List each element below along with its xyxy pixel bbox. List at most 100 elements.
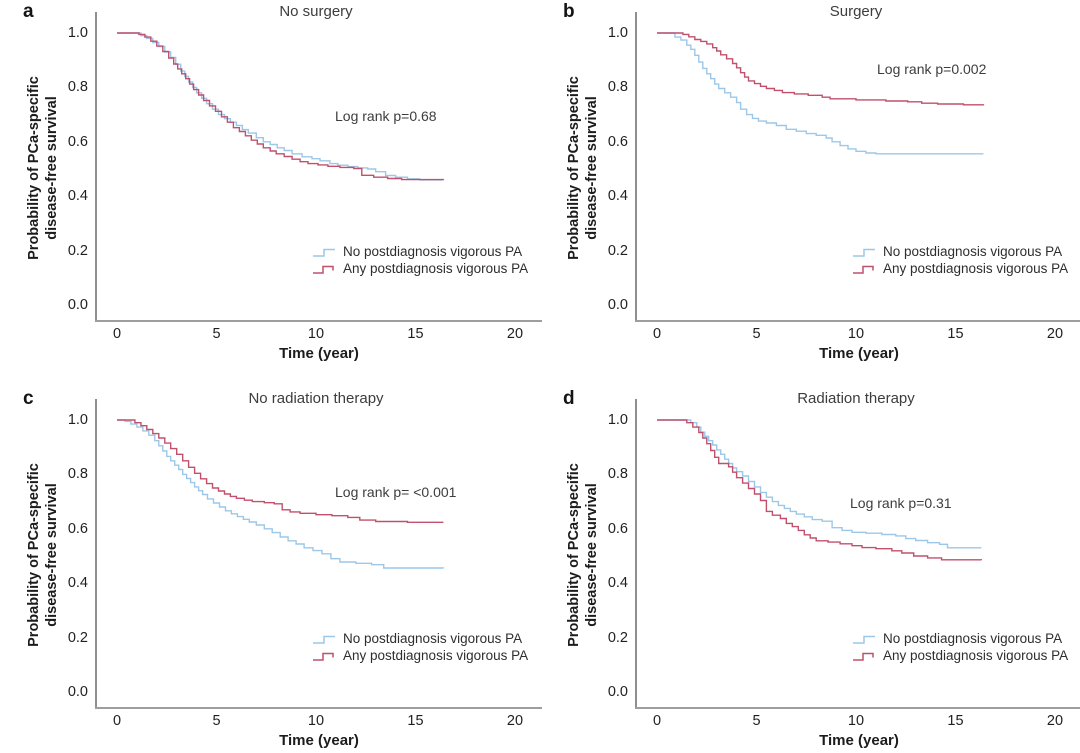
x-axis-line: [95, 707, 542, 709]
x-tick-label: 5: [212, 326, 221, 342]
legend-item: Any postdiagnosis vigorous PA: [852, 647, 1068, 664]
y-tick-label: 0.6: [67, 133, 88, 150]
x-tick-label: 10: [847, 713, 865, 729]
legend-label: Any postdiagnosis vigorous PA: [883, 648, 1069, 663]
legend-item: No postdiagnosis vigorous PA: [312, 243, 528, 260]
legend-label: Any postdiagnosis vigorous PA: [883, 261, 1069, 276]
y-axis-line: [95, 399, 97, 709]
y-tick-label: 0.2: [607, 242, 628, 259]
log-rank-p-value: Log rank p=0.31: [850, 495, 952, 511]
legend: No postdiagnosis vigorous PA Any postdiag…: [312, 243, 528, 277]
survival-curve: [657, 419, 982, 549]
y-tick-label: 0.0: [67, 297, 88, 313]
y-tick-label: 1.0: [607, 25, 628, 41]
survival-curves: [657, 419, 983, 561]
y-axis-line: [635, 399, 637, 709]
y-tick-label: 0.8: [607, 79, 628, 96]
y-tick-label: 0.4: [67, 575, 88, 592]
survival-curve: [117, 419, 445, 569]
legend-label: Any postdiagnosis vigorous PA: [343, 648, 529, 663]
legend: No postdiagnosis vigorous PA Any postdiag…: [312, 630, 528, 664]
legend-step-marker-icon: [853, 265, 874, 274]
panel-c-no-radiation-therapy: c No radiation therapy Probability of PC…: [0, 376, 542, 753]
x-tick-label: 5: [212, 713, 221, 729]
y-tick-label: 0.2: [67, 629, 88, 646]
y-tick-label: 0.4: [67, 188, 88, 205]
y-tick-label: 0.8: [67, 79, 88, 96]
y-tick-label: 0.6: [607, 520, 628, 537]
legend-label: No postdiagnosis vigorous PA: [883, 244, 1063, 259]
y-tick-label: 0.0: [607, 297, 628, 313]
legend-step-marker-icon: [853, 248, 875, 257]
legend-item: Any postdiagnosis vigorous PA: [312, 260, 528, 277]
panel-title: Surgery: [829, 3, 883, 20]
survival-curve: [117, 32, 445, 181]
survival-curve: [117, 419, 444, 523]
x-tick-label: 20: [506, 713, 524, 729]
y-tick-label: 0.2: [607, 629, 628, 646]
panel-title: No surgery: [279, 3, 353, 20]
y-tick-label: 0.6: [67, 520, 88, 537]
legend-item: No postdiagnosis vigorous PA: [852, 243, 1068, 260]
y-tick-label: 0.2: [67, 242, 88, 259]
panel-title: No radiation therapy: [248, 390, 384, 407]
x-tick-label: 10: [307, 713, 325, 729]
y-tick-label: 0.4: [607, 575, 628, 592]
legend-label: No postdiagnosis vigorous PA: [343, 244, 523, 259]
x-tick-label: 15: [407, 713, 424, 729]
y-axis-line: [635, 12, 637, 322]
survival-curve: [657, 32, 984, 155]
panel-a-no-surgery: a No surgery Probability of PCa-specific…: [0, 0, 542, 376]
legend-label: Any postdiagnosis vigorous PA: [343, 261, 529, 276]
survival-curve: [117, 32, 444, 181]
legend: No postdiagnosis vigorous PA Any postdiag…: [852, 243, 1068, 277]
survival-curves: [657, 32, 985, 155]
y-tick-label: 1.0: [67, 25, 88, 41]
panel-d-radiation-therapy: d Radiation therapy Probability of PCa-s…: [540, 376, 1080, 753]
legend-step-marker-icon: [313, 248, 335, 257]
y-tick-label: 0.8: [67, 466, 88, 483]
y-tick-label: 0.0: [607, 684, 628, 700]
y-tick-label: 0.8: [607, 466, 628, 483]
panel-letter: d: [563, 388, 575, 409]
x-axis-label: Time (year): [819, 345, 899, 362]
legend-item: Any postdiagnosis vigorous PA: [312, 647, 528, 664]
x-tick-label: 10: [307, 326, 325, 342]
panel-letter: c: [23, 388, 34, 409]
panel-title: Radiation therapy: [797, 390, 915, 407]
legend-item: Any postdiagnosis vigorous PA: [852, 260, 1068, 277]
y-tick-label: 0.0: [67, 684, 88, 700]
survival-curve: [657, 419, 983, 561]
log-rank-p-value: Log rank p= <0.001: [335, 484, 457, 500]
x-axis-line: [635, 707, 1080, 709]
x-tick-label: 10: [847, 326, 865, 342]
legend-step-marker-icon: [853, 635, 875, 644]
x-tick-label: 5: [752, 326, 761, 342]
y-axis-line: [95, 12, 97, 322]
legend-label: No postdiagnosis vigorous PA: [883, 631, 1063, 646]
x-tick-label: 0: [112, 326, 122, 342]
log-rank-p-value: Log rank p=0.002: [877, 61, 987, 77]
x-tick-label: 0: [652, 713, 662, 729]
log-rank-p-value: Log rank p=0.68: [335, 108, 437, 124]
x-tick-label: 20: [1046, 326, 1064, 342]
survival-curve: [657, 32, 985, 106]
x-tick-label: 5: [752, 713, 761, 729]
legend-step-marker-icon: [313, 635, 335, 644]
x-axis-line: [95, 320, 542, 322]
x-tick-label: 0: [652, 326, 662, 342]
legend-step-marker-icon: [313, 652, 334, 661]
x-axis-line: [635, 320, 1080, 322]
x-axis-label: Time (year): [279, 732, 359, 749]
legend: No postdiagnosis vigorous PA Any postdiag…: [852, 630, 1068, 664]
survival-curves: [117, 32, 445, 181]
y-tick-label: 1.0: [607, 412, 628, 428]
y-tick-label: 1.0: [67, 412, 88, 428]
x-axis-label: Time (year): [279, 345, 359, 362]
x-tick-label: 15: [947, 326, 964, 342]
panel-letter: a: [23, 1, 34, 22]
x-axis-label: Time (year): [819, 732, 899, 749]
x-tick-label: 0: [112, 713, 122, 729]
survival-curves: [117, 419, 445, 569]
